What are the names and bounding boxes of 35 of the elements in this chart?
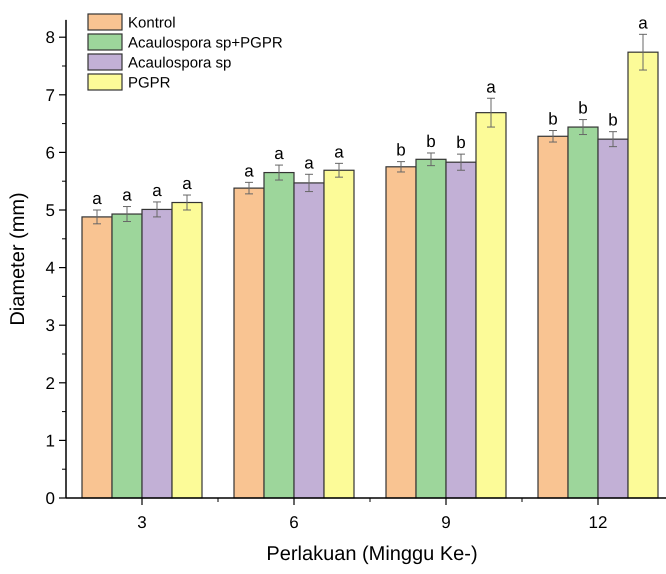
y-tick-label: 1 (46, 431, 55, 450)
x-tick-label: 12 (588, 513, 608, 532)
y-tick-label: 7 (46, 86, 55, 105)
y-tick-label: 0 (46, 488, 55, 508)
data-label: b (456, 133, 466, 152)
data-label: a (152, 180, 162, 200)
data-label: b (578, 98, 588, 118)
data-label: a (304, 153, 314, 172)
data-label: a (334, 142, 344, 162)
legend-label: Acaulospora sp (128, 54, 232, 72)
data-label: a (638, 13, 648, 32)
data-label: a (92, 189, 102, 208)
legend-label: PGPR (128, 74, 171, 92)
data-label: b (396, 140, 406, 160)
y-tick-label: 6 (46, 143, 55, 162)
data-label: b (426, 132, 436, 151)
data-label: a (274, 144, 284, 164)
y-tick-label: 2 (46, 374, 55, 393)
y-tick-label: 8 (46, 28, 55, 48)
data-label: b (608, 110, 618, 130)
legend-label: Acaulospora sp+PGPR (128, 34, 283, 52)
data-label: a (244, 161, 254, 180)
data-label: b (548, 110, 558, 129)
legend-label: Kontrol (128, 14, 176, 32)
y-axis-title: Diameter (mm) (7, 192, 29, 326)
data-label: a (182, 174, 192, 194)
y-tick-label: 5 (46, 200, 55, 220)
y-tick-label: 4 (46, 258, 55, 278)
data-label: a (486, 77, 496, 96)
x-tick-label: 6 (289, 513, 299, 532)
x-tick-label: 3 (137, 513, 147, 532)
data-label: a (122, 186, 132, 205)
x-tick-label: 9 (441, 513, 451, 532)
x-axis-title: Perlakuan (Minggu Ke-) (266, 543, 478, 565)
y-tick-label: 3 (46, 316, 55, 336)
